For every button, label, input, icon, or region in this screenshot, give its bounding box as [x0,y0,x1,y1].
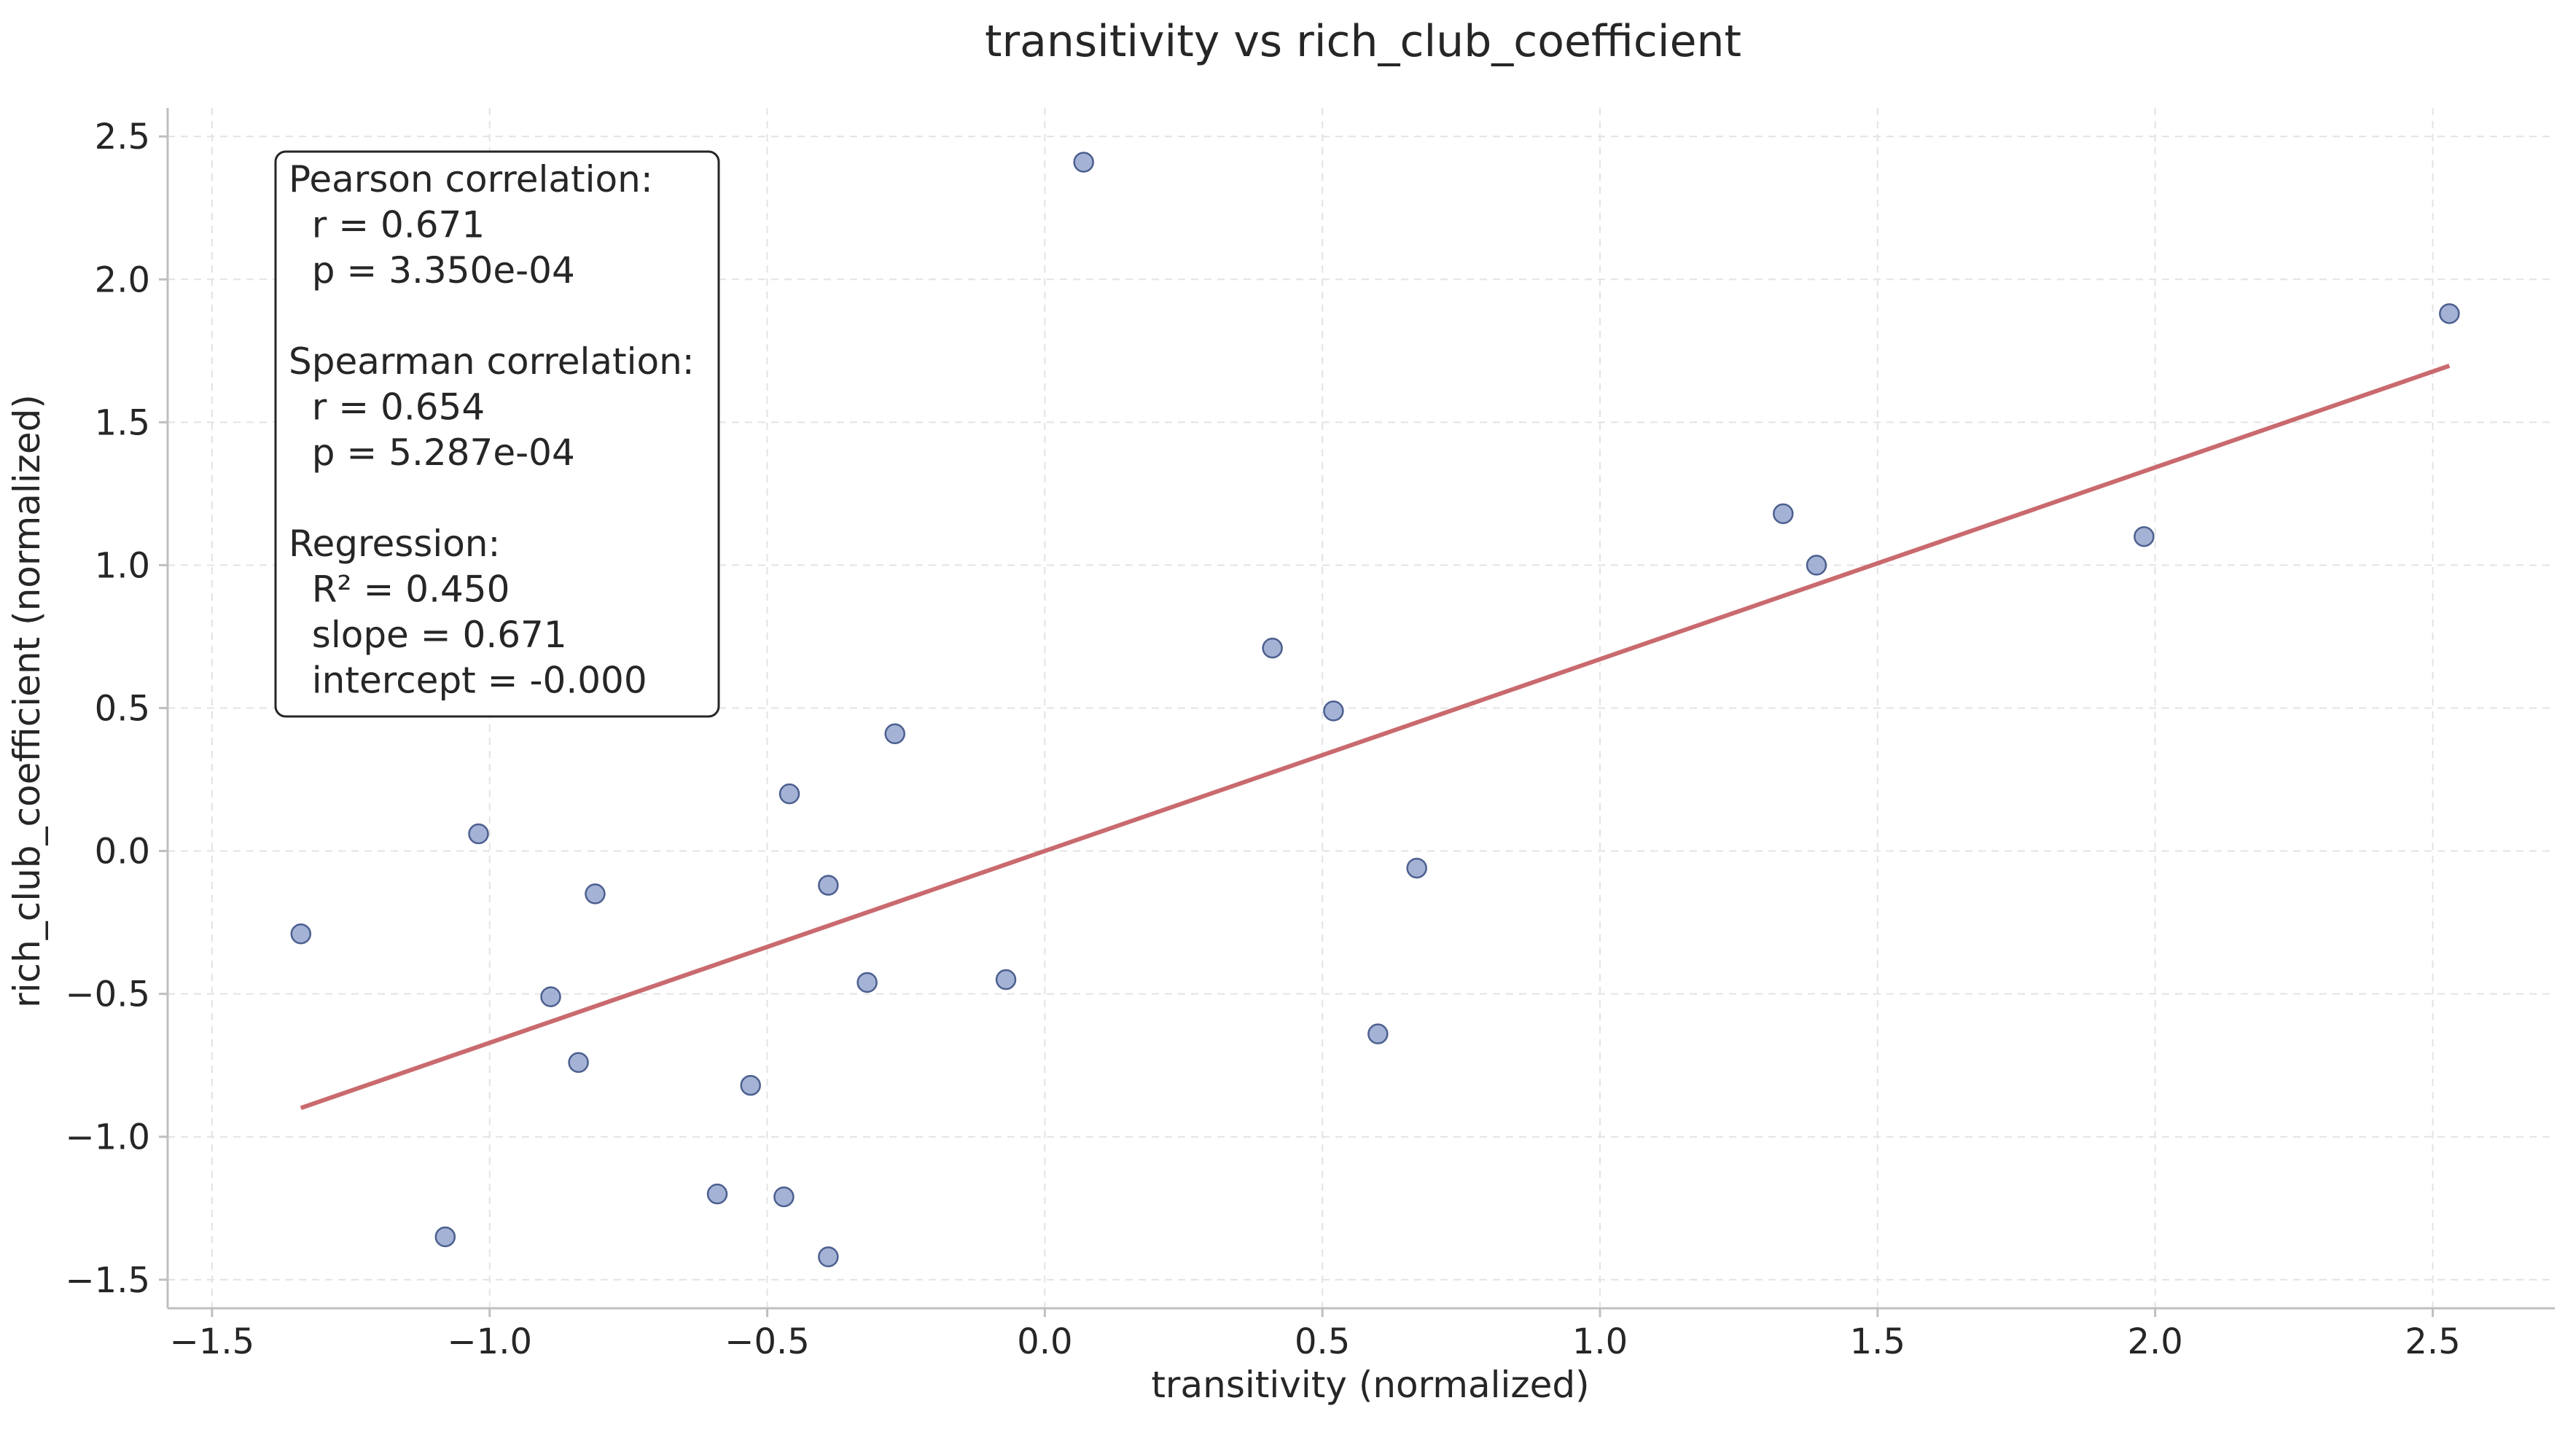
x-axis-label: transitivity (normalized) [1151,1364,1589,1406]
x-tick-label: 0.0 [1017,1321,1072,1362]
x-tick-label: −0.5 [725,1321,810,1362]
y-tick-label: 2.0 [95,259,150,300]
scatter-point [1073,152,1094,173]
y-tick-label: 0.5 [95,689,150,730]
x-tick-label: −1.0 [447,1321,532,1362]
scatter-point [740,1074,761,1096]
y-axis-ticks: −1.5 −1.0 −0.5 0.0 0.5 1.0 1.5 2.0 2.5 [65,117,168,1301]
x-tick-label: −1.5 [170,1321,255,1362]
x-tick-label: 0.5 [1295,1321,1350,1362]
scatter-point [884,723,905,745]
x-tick-label: 2.5 [2405,1321,2460,1362]
scatter-point [1406,857,1427,879]
y-tick-label: −1.0 [65,1117,150,1158]
x-axis-ticks: −1.5 −1.0 −0.5 0.0 0.5 1.0 1.5 2.0 2.5 [170,1308,2461,1362]
scatter-point [568,1052,589,1074]
x-tick-label: 1.0 [1572,1321,1628,1362]
scatter-point [540,986,561,1007]
scatter-point [1323,700,1344,722]
scatter-point [2439,303,2460,324]
stats-line: r = 0.654 [289,386,485,429]
y-tick-label: 1.0 [95,545,150,586]
scatter-point [1773,503,1794,525]
stats-line: intercept = -0.000 [289,660,647,702]
y-tick-label: 2.5 [95,117,150,157]
scatter-point [818,1246,839,1267]
scatter-point [1806,555,1827,576]
stats-line: r = 0.671 [289,204,485,246]
scatter-point [778,783,800,805]
stats-box [274,150,720,718]
scatter-point [1367,1023,1389,1044]
scatter-point [2134,525,2155,547]
y-tick-label: −0.5 [65,974,150,1015]
stats-line: Pearson correlation: [289,158,653,200]
scatter-point [773,1186,795,1208]
stats-annotation: Pearson correlation: r = 0.671 p = 3.350… [274,150,720,718]
scatter-point [585,883,606,905]
stats-line: R² = 0.450 [289,569,510,611]
scatter-point [706,1183,728,1205]
y-tick-label: 1.5 [95,402,150,443]
scatter-points [290,152,2460,1267]
y-tick-label: 0.0 [95,832,150,872]
stats-line: p = 3.350e-04 [289,249,575,292]
scatter-point [818,875,839,896]
scatter-point [995,969,1017,991]
y-tick-label: −1.5 [65,1260,150,1301]
chart-title: transitivity vs rich_club_coefficient [985,16,1741,67]
regression-line-group [300,364,2451,1110]
stats-line: p = 5.287e-04 [289,431,575,474]
scatter-point [290,923,312,945]
x-tick-label: 1.5 [1850,1321,1905,1362]
regression-line [300,364,2451,1110]
stats-line: Spearman correlation: [289,340,695,383]
scatter-point [434,1226,456,1248]
y-axis-label: rich_club_coefficient (normalized) [6,394,48,1008]
x-tick-label: 2.0 [2127,1321,2182,1362]
scatter-point [468,823,489,845]
scatter-point [856,972,878,993]
stats-line: Regression: [289,523,500,565]
scatter-point [1262,637,1283,659]
stats-line: slope = 0.671 [289,614,567,656]
